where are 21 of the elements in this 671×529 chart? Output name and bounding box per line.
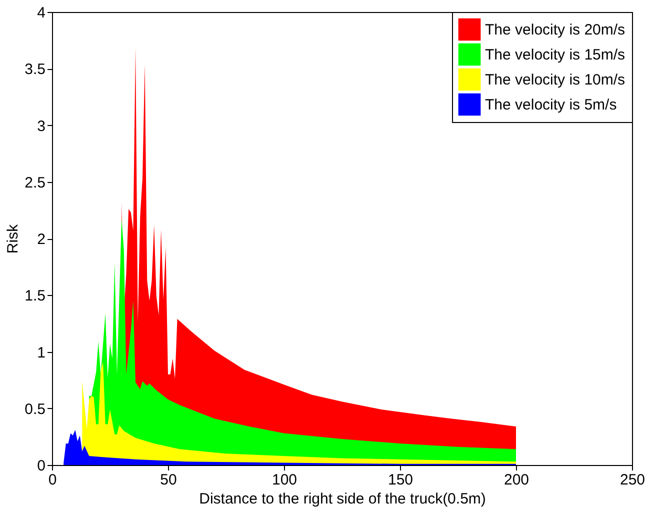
y-tick-label: 3.5 (24, 61, 46, 78)
x-tick-label: 0 (48, 472, 57, 488)
y-tick-label: 1 (37, 344, 46, 362)
x-tick-label: 200 (504, 472, 530, 488)
y-tick-label: 2 (37, 231, 46, 248)
legend-label: The velocity is 20m/s (485, 22, 626, 38)
x-tick-label: 100 (272, 472, 298, 488)
y-axis-title: Risk (4, 224, 22, 254)
y-tick-label: 4 (37, 4, 46, 22)
x-tick-label: 150 (388, 472, 414, 488)
legend-label: The velocity is 5m/s (485, 96, 617, 114)
x-tick-label: 50 (160, 472, 177, 488)
legend-label: The velocity is 15m/s (485, 46, 626, 64)
y-tick-label: 0.5 (24, 400, 46, 418)
legend-label: The velocity is 10m/s (485, 72, 626, 88)
y-tick-label: 0 (37, 458, 46, 474)
x-tick-label: 250 (620, 472, 646, 488)
x-axis-title: Distance to the right side of the truck(0.5m) (199, 490, 486, 508)
y-tick-label: 2.5 (24, 174, 46, 192)
y-tick-label: 3 (37, 118, 46, 135)
y-tick-label: 1.5 (24, 288, 46, 305)
